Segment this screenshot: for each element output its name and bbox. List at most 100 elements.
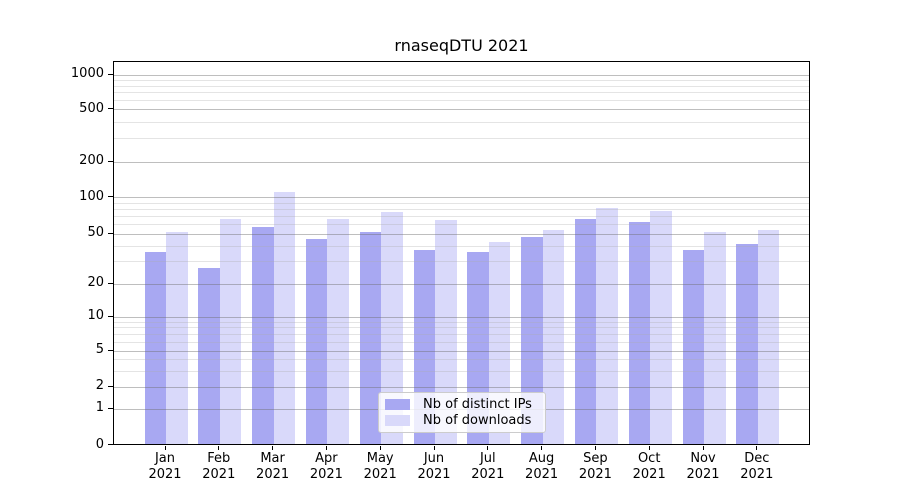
x-tick-label-mar: Mar 2021 <box>233 451 313 483</box>
minor-gridline-80 <box>114 208 809 210</box>
gridline-200 <box>114 161 809 163</box>
x-tick-label-jan: Jan 2021 <box>125 451 205 483</box>
minor-gridline-90 <box>114 202 809 204</box>
x-tick-label-nov: Nov 2021 <box>663 451 743 483</box>
x-tick-mark-sep <box>594 446 596 450</box>
x-tick-label-year-jul: 2021 <box>471 467 505 482</box>
x-tick-mark-jun <box>433 446 435 450</box>
x-tick-label-year-nov: 2021 <box>686 467 720 482</box>
bar-jun-downloads <box>435 220 457 444</box>
gridline-5 <box>114 350 809 352</box>
gridline-100 <box>114 197 809 198</box>
x-tick-label-month-may: May <box>366 451 394 466</box>
x-tick-mark-aug <box>541 446 543 450</box>
y-tick-label-5: 5 <box>95 342 104 357</box>
bar-may-distinct-ips <box>359 231 382 444</box>
bar-sep-distinct-ips <box>574 218 597 444</box>
x-tick-label-dec: Dec 2021 <box>717 451 797 483</box>
y-tick-label-1000: 1000 <box>70 66 104 81</box>
gridline-20 <box>114 283 809 285</box>
bar-mar-downloads <box>273 191 296 444</box>
bar-may-downloads <box>381 211 403 444</box>
gridline-500 <box>114 109 809 110</box>
x-tick-label-month-sep: Sep <box>583 451 608 466</box>
y-tick-label-20: 20 <box>87 275 104 290</box>
bar-feb-downloads <box>219 218 242 444</box>
minor-gridline-60 <box>114 223 809 225</box>
x-tick-label-year-jun: 2021 <box>417 467 451 482</box>
plot-area <box>113 61 810 445</box>
bar-dec-distinct-ips <box>736 243 758 444</box>
x-tick-label-month-feb: Feb <box>207 451 231 466</box>
bar-dec-downloads <box>757 229 780 444</box>
x-tick-label-month-nov: Nov <box>690 451 716 466</box>
chart-title: rnaseqDTU 2021 <box>394 36 529 55</box>
x-tick-label-month-oct: Oct <box>637 451 661 466</box>
x-tick-label-year-may: 2021 <box>363 467 397 482</box>
gridline-10 <box>114 316 809 318</box>
x-tick-label-oct: Oct 2021 <box>609 451 689 483</box>
x-tick-label-month-jul: Jul <box>479 451 496 466</box>
x-tick-label-jun: Jun 2021 <box>394 451 474 483</box>
minor-gridline-3 <box>114 370 809 372</box>
bar-oct-distinct-ips <box>628 221 651 444</box>
x-tick-label-jul: Jul 2021 <box>448 451 528 483</box>
bar-jan-distinct-ips <box>144 251 166 444</box>
y-tick-label-2: 2 <box>95 378 104 393</box>
bar-apr-distinct-ips <box>305 238 328 444</box>
x-tick-mark-feb <box>218 446 220 450</box>
minor-gridline-7 <box>114 333 809 335</box>
x-tick-label-month-jun: Jun <box>423 451 445 466</box>
x-tick-mark-jul <box>487 446 489 450</box>
x-tick-mark-oct <box>648 446 650 450</box>
x-tick-mark-nov <box>702 446 704 450</box>
x-tick-label-month-jan: Jan <box>154 451 176 466</box>
x-tick-label-month-dec: Dec <box>744 451 770 466</box>
bar-nov-distinct-ips <box>682 250 704 444</box>
gridline-2 <box>114 386 809 388</box>
x-tick-label-year-feb: 2021 <box>202 467 236 482</box>
legend-swatch-distinct-ips <box>385 399 410 411</box>
gridline-50 <box>114 233 809 235</box>
x-tick-mark-mar <box>272 446 274 450</box>
x-tick-mark-may <box>379 446 381 450</box>
minor-gridline-800 <box>114 85 809 87</box>
y-tick-label-100: 100 <box>79 188 104 204</box>
x-tick-label-year-sep: 2021 <box>578 467 612 482</box>
y-tick-label-1: 1 <box>95 400 104 415</box>
x-tick-label-month-mar: Mar <box>260 451 285 466</box>
minor-gridline-400 <box>114 121 809 123</box>
y-tick-label-0: 0 <box>95 436 104 452</box>
minor-gridline-900 <box>114 79 809 81</box>
legend-item-distinct-ips: Nb of distinct IPs <box>385 397 539 412</box>
minor-gridline-600 <box>114 99 809 101</box>
y-tick-label-10: 10 <box>87 308 104 323</box>
minor-gridline-6 <box>114 341 809 343</box>
x-tick-label-month-aug: Aug <box>528 451 555 466</box>
x-tick-label-aug: Aug 2021 <box>502 451 582 483</box>
minor-gridline-300 <box>114 138 809 140</box>
legend-label-distinct-ips: Nb of distinct IPs <box>423 397 532 413</box>
x-tick-mark-jan <box>164 446 166 450</box>
x-tick-label-year-oct: 2021 <box>632 467 666 482</box>
minor-gridline-30 <box>114 261 809 263</box>
bar-apr-downloads <box>327 218 349 444</box>
minor-gridline-40 <box>114 245 809 247</box>
x-tick-label-apr: Apr 2021 <box>286 451 366 483</box>
minor-gridline-70 <box>114 215 809 217</box>
bar-aug-downloads <box>542 229 565 444</box>
x-tick-label-sep: Sep 2021 <box>555 451 635 483</box>
legend-item-downloads: Nb of downloads <box>385 413 539 428</box>
x-tick-label-year-apr: 2021 <box>309 467 343 482</box>
legend-swatch-downloads <box>385 414 410 426</box>
bar-oct-downloads <box>650 211 672 444</box>
legend: Nb of distinct IPs Nb of downloads <box>378 392 546 433</box>
bar-feb-distinct-ips <box>198 267 220 444</box>
minor-gridline-4 <box>114 359 809 361</box>
y-tick-label-200: 200 <box>79 153 104 168</box>
y-tick-label-500: 500 <box>79 100 104 116</box>
gridline-1000 <box>114 74 809 76</box>
minor-gridline-700 <box>114 92 809 94</box>
x-tick-label-year-dec: 2021 <box>740 467 774 482</box>
y-tick-label-50: 50 <box>87 225 104 240</box>
